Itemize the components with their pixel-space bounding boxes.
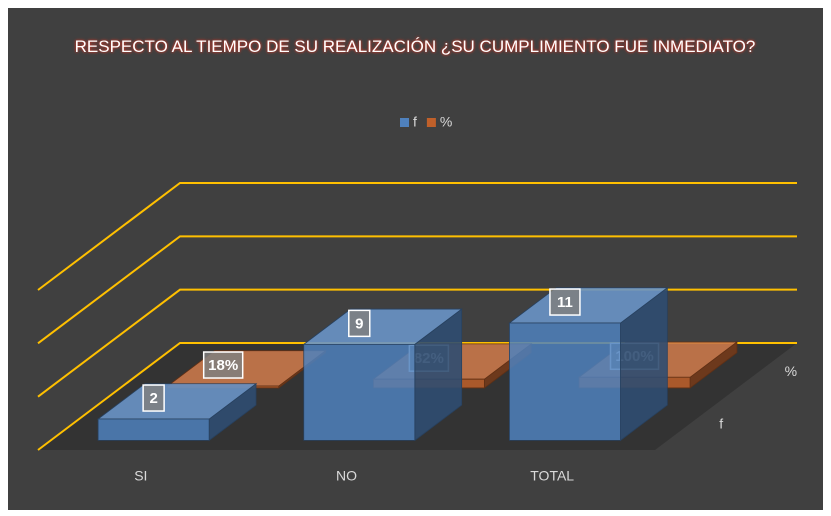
data-label-box (142, 384, 165, 412)
chart-title: RESPECTO AL TIEMPO DE SU REALIZACIÓN ¿SU… (74, 37, 756, 56)
data-label: 9 (355, 315, 363, 332)
data-label: 11 (557, 294, 573, 311)
data-label-box (549, 288, 581, 316)
legend-swatch (400, 118, 409, 127)
depth-axis-label: f (719, 415, 723, 431)
data-label-box (202, 351, 244, 379)
grid-line (37, 182, 797, 291)
bar-front (303, 343, 416, 441)
x-tick-label: SI (134, 468, 147, 484)
data-label-box (348, 309, 371, 338)
legend-label: % (440, 114, 452, 130)
legend-swatch (426, 118, 436, 127)
x-tick-label: TOTAL (530, 468, 574, 484)
depth-axis-label: % (785, 363, 797, 379)
bar-front (509, 322, 621, 441)
data-label: 18% (208, 357, 238, 374)
grid-line (37, 235, 797, 345)
data-label: 2 (149, 390, 157, 407)
x-tick-label: NO (336, 468, 357, 484)
bar-front (97, 418, 210, 441)
legend-label: f (413, 114, 417, 130)
